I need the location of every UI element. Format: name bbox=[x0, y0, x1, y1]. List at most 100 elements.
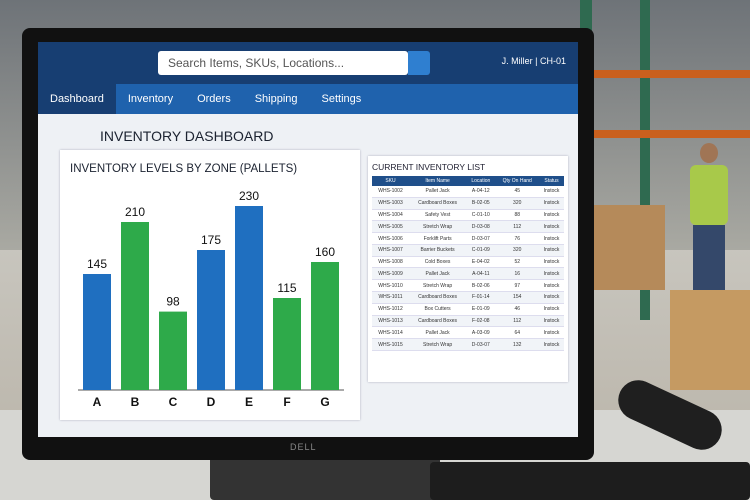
table-row: WHS-1010 Stretch Wrap B-02-06 97 Instock bbox=[372, 279, 564, 293]
bar bbox=[311, 262, 339, 390]
bar bbox=[159, 311, 187, 390]
table-cell: A-04-11 bbox=[466, 267, 496, 281]
rack-beam bbox=[580, 70, 750, 78]
rack-beam bbox=[580, 130, 750, 138]
table-cell: WHS-1012 bbox=[372, 303, 409, 316]
column-header: Location bbox=[466, 176, 496, 186]
nav-bar: Dashboard Inventory Orders Shipping Settings bbox=[38, 84, 578, 114]
table-row: WHS-1011 Cardboard Boxes F-01-14 154 Instock bbox=[372, 291, 564, 304]
table-cell: C-01-10 bbox=[466, 209, 496, 222]
column-header: Status bbox=[539, 176, 564, 186]
table-cell: 52 bbox=[495, 256, 540, 269]
inventory-table: SKU Item Name Location Qty On Hand Status WHS… bbox=[372, 176, 564, 351]
search-button[interactable] bbox=[408, 51, 430, 75]
table-title: CURRENT INVENTORY LIST bbox=[372, 162, 486, 172]
table-row: WHS-1003 Cardboard Boxes B-02-05 320 Instock bbox=[372, 197, 564, 210]
table-cell: Instock bbox=[539, 220, 564, 234]
table-cell: C-01-09 bbox=[466, 244, 496, 257]
table-row: WHS-1014 Pallet Jack A-03-09 64 Instock bbox=[372, 326, 564, 340]
rack-post bbox=[640, 0, 650, 320]
table-cell: WHS-1002 bbox=[372, 186, 409, 198]
bar bbox=[197, 250, 225, 390]
value-label: 210 bbox=[125, 205, 145, 219]
table-cell: Instock bbox=[539, 326, 564, 340]
column-header: SKU bbox=[372, 176, 409, 186]
table-row: WHS-1004 Safety Vest C-01-10 88 Instock bbox=[372, 209, 564, 222]
chart-panel: INVENTORY LEVELS BY ZONE (PALLETS) 145 A 2… bbox=[60, 150, 360, 420]
table-cell: 64 bbox=[495, 326, 540, 340]
table-cell: Instock bbox=[539, 232, 564, 245]
table-panel: CURRENT INVENTORY LIST SKU Item Name Locat… bbox=[368, 156, 568, 382]
table-cell: F-02-08 bbox=[466, 315, 496, 328]
table-cell: WHS-1013 bbox=[372, 315, 409, 328]
table-row: WHS-1015 Stretch Wrap D-03-07 132 Instock bbox=[372, 338, 564, 351]
table-header: SKU Item Name Location Qty On Hand Status bbox=[372, 176, 564, 186]
bar bbox=[83, 274, 111, 390]
table-cell: 132 bbox=[495, 338, 540, 351]
nav-tab[interactable]: Settings bbox=[321, 93, 362, 105]
table-cell: WHS-1008 bbox=[372, 256, 409, 269]
chart-title: INVENTORY LEVELS BY ZONE (PALLETS) bbox=[70, 163, 297, 175]
keyboard bbox=[430, 462, 750, 500]
nav-tab[interactable]: Inventory bbox=[127, 93, 174, 105]
table-cell: Barrier Buckets bbox=[408, 244, 467, 257]
table-cell: Stretch Wrap bbox=[408, 220, 467, 234]
table-row: WHS-1005 Stretch Wrap D-03-08 112 Instock bbox=[372, 220, 564, 234]
table-cell: Instock bbox=[539, 303, 564, 316]
search-box[interactable]: Search Items, SKUs, Locations... bbox=[158, 51, 408, 75]
table-cell: WHS-1006 bbox=[372, 232, 409, 245]
table-cell: Pallet Jack bbox=[408, 267, 467, 281]
nav-tab[interactable]: Orders bbox=[197, 93, 231, 105]
table-cell: 76 bbox=[495, 232, 540, 245]
table-cell: Pallet Jack bbox=[408, 326, 467, 340]
table-cell: Instock bbox=[539, 338, 564, 351]
monitor-base bbox=[210, 455, 440, 500]
table-cell: WHS-1014 bbox=[372, 326, 409, 340]
table-cell: B-02-06 bbox=[466, 279, 496, 293]
bar bbox=[235, 206, 263, 390]
table-cell: Cardboard Boxes bbox=[408, 291, 467, 304]
table-cell: 16 bbox=[495, 267, 540, 281]
table-row: WHS-1013 Cardboard Boxes F-02-08 112 Instock bbox=[372, 315, 564, 328]
table-cell: Cardboard Boxes bbox=[408, 315, 467, 328]
table-cell: WHS-1009 bbox=[372, 267, 409, 281]
table-row: WHS-1012 Box Cutters E-01-09 46 Instock bbox=[372, 303, 564, 316]
nav-tab[interactable]: Shipping bbox=[254, 93, 298, 105]
table-cell: WHS-1015 bbox=[372, 338, 409, 351]
value-label: 160 bbox=[315, 245, 335, 259]
nav-tab[interactable]: Dashboard bbox=[38, 84, 116, 114]
user-menu[interactable]: J. Miller | CH-01 bbox=[501, 56, 566, 66]
boxes bbox=[590, 205, 665, 290]
table-cell: Instock bbox=[539, 267, 564, 281]
value-label: 98 bbox=[166, 295, 180, 309]
table-cell: 112 bbox=[495, 315, 540, 328]
table-cell: Instock bbox=[539, 315, 564, 328]
table-cell: WHS-1010 bbox=[372, 279, 409, 293]
table-cell: WHS-1004 bbox=[372, 209, 409, 222]
table-row: WHS-1007 Barrier Buckets C-01-09 320 Instock bbox=[372, 244, 564, 257]
pallet bbox=[670, 290, 750, 390]
table-cell: 46 bbox=[495, 303, 540, 316]
table-cell: Instock bbox=[539, 209, 564, 222]
chart: INVENTORY LEVELS BY ZONE (PALLETS) 145 A 2… bbox=[70, 163, 344, 409]
screen: Search Items, SKUs, Locations... J. Mill… bbox=[38, 42, 578, 437]
worker-head bbox=[700, 143, 718, 163]
table-cell: D-03-07 bbox=[466, 232, 496, 245]
table-cell: D-03-08 bbox=[466, 220, 496, 234]
x-tick-label: A bbox=[93, 395, 102, 409]
x-tick-label: E bbox=[245, 395, 253, 409]
column-header: Item Name bbox=[408, 176, 467, 186]
value-label: 145 bbox=[87, 257, 107, 271]
table-row: WHS-1002 Pallet Jack A-04-12 45 Instock bbox=[372, 186, 564, 198]
bar bbox=[273, 298, 301, 390]
table-cell: A-04-12 bbox=[466, 186, 496, 198]
table-cell: Instock bbox=[539, 244, 564, 257]
table-cell: B-02-05 bbox=[466, 197, 496, 210]
page-title: INVENTORY DASHBOARD bbox=[100, 128, 274, 144]
table-cell: 320 bbox=[495, 197, 540, 210]
table-cell: Instock bbox=[539, 186, 564, 198]
monitor-brand: DELL bbox=[290, 442, 317, 452]
top-bar: Search Items, SKUs, Locations... J. Mill… bbox=[38, 42, 578, 84]
table-cell: WHS-1005 bbox=[372, 220, 409, 234]
